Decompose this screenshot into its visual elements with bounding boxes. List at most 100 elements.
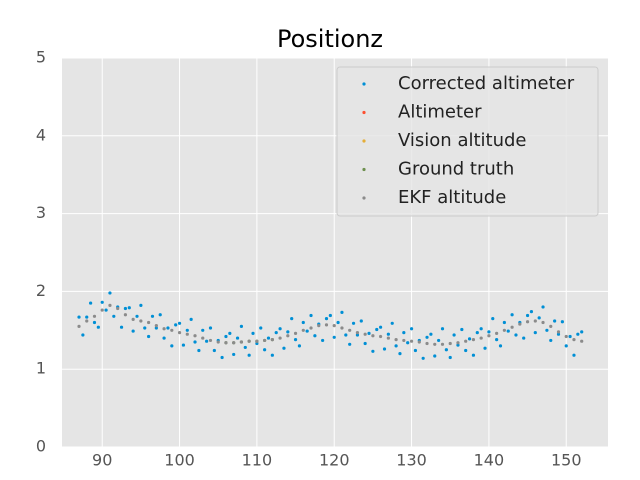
- data-point: [541, 305, 545, 309]
- data-point: [139, 319, 143, 323]
- data-point: [131, 329, 135, 333]
- data-point: [255, 341, 259, 346]
- data-point: [278, 336, 282, 340]
- data-point: [290, 317, 294, 321]
- data-point: [367, 331, 371, 336]
- data-point: [529, 310, 534, 314]
- data-point: [278, 327, 282, 331]
- x-axis-label: Z [s]: [307, 477, 353, 480]
- data-point: [471, 338, 476, 342]
- data-point: [572, 338, 576, 342]
- data-point: [228, 331, 232, 336]
- data-point: [371, 349, 375, 353]
- data-point: [409, 327, 414, 331]
- data-point: [518, 322, 522, 326]
- data-point: [340, 326, 344, 330]
- data-point: [243, 345, 247, 350]
- data-point: [208, 338, 213, 343]
- data-point: [525, 320, 530, 324]
- data-point: [487, 334, 491, 338]
- data-point: [390, 321, 394, 325]
- data-point: [336, 320, 340, 325]
- data-point: [154, 324, 158, 328]
- data-point: [321, 338, 325, 343]
- data-point: [398, 352, 402, 356]
- data-point: [162, 327, 166, 331]
- data-point: [301, 328, 305, 332]
- data-point: [135, 314, 139, 318]
- data-point: [479, 336, 483, 340]
- data-point: [150, 314, 155, 318]
- y-tick-label: 4: [36, 125, 46, 144]
- data-point: [545, 328, 549, 332]
- data-point: [185, 328, 189, 332]
- data-point: [108, 291, 112, 295]
- data-point: [425, 341, 429, 346]
- data-point: [413, 348, 418, 353]
- data-point: [568, 334, 572, 339]
- data-point: [100, 308, 104, 312]
- data-point: [77, 315, 81, 319]
- legend-marker: [362, 167, 366, 172]
- data-point: [301, 320, 305, 325]
- data-point: [100, 300, 104, 304]
- data-point: [181, 343, 186, 347]
- data-point: [162, 336, 166, 340]
- data-point: [96, 325, 100, 329]
- data-point: [158, 313, 162, 317]
- data-point: [351, 321, 356, 325]
- data-point: [309, 326, 313, 330]
- data-point: [382, 347, 387, 351]
- data-point: [464, 348, 468, 353]
- data-point: [475, 331, 479, 335]
- data-point: [170, 344, 174, 348]
- data-point: [85, 315, 89, 319]
- data-point: [572, 353, 576, 357]
- grid: [62, 57, 608, 448]
- legend-label: Ground truth: [398, 159, 514, 180]
- data-point: [220, 355, 224, 360]
- data-point: [282, 346, 286, 350]
- data-point: [348, 328, 352, 332]
- data-point: [309, 313, 313, 318]
- data-point: [549, 338, 553, 343]
- data-point: [85, 319, 89, 323]
- data-point: [580, 339, 584, 343]
- data-point: [541, 320, 545, 325]
- y-tick-label: 0: [36, 437, 46, 456]
- x-tick-label: 120: [319, 451, 350, 470]
- data-point: [174, 323, 178, 327]
- data-point: [239, 340, 244, 344]
- data-point: [201, 336, 205, 340]
- data-point: [556, 330, 561, 334]
- data-point: [293, 338, 298, 342]
- data-point: [421, 356, 425, 360]
- data-point: [502, 320, 506, 325]
- legend-box: [336, 66, 599, 217]
- data-point: [495, 338, 499, 342]
- data-point: [224, 341, 228, 345]
- data-point: [127, 306, 131, 310]
- data-point: [394, 338, 398, 342]
- data-point: [440, 327, 445, 331]
- x-tick-label: 150: [551, 451, 582, 470]
- data-point: [324, 323, 329, 327]
- data-point: [394, 344, 398, 348]
- data-point: [166, 326, 170, 330]
- data-point: [247, 339, 251, 343]
- data-point: [251, 331, 255, 336]
- data-point: [522, 336, 526, 340]
- data-point: [564, 344, 568, 348]
- data-point: [232, 352, 236, 357]
- y-tick-label: 3: [36, 203, 46, 222]
- data-point: [147, 320, 151, 325]
- data-point: [177, 321, 182, 325]
- data-point: [371, 334, 375, 338]
- data-point: [553, 319, 557, 323]
- data-point: [216, 340, 220, 344]
- data-point: [201, 328, 205, 332]
- data-point: [448, 355, 452, 360]
- data-point: [533, 319, 537, 323]
- data-point: [363, 341, 367, 346]
